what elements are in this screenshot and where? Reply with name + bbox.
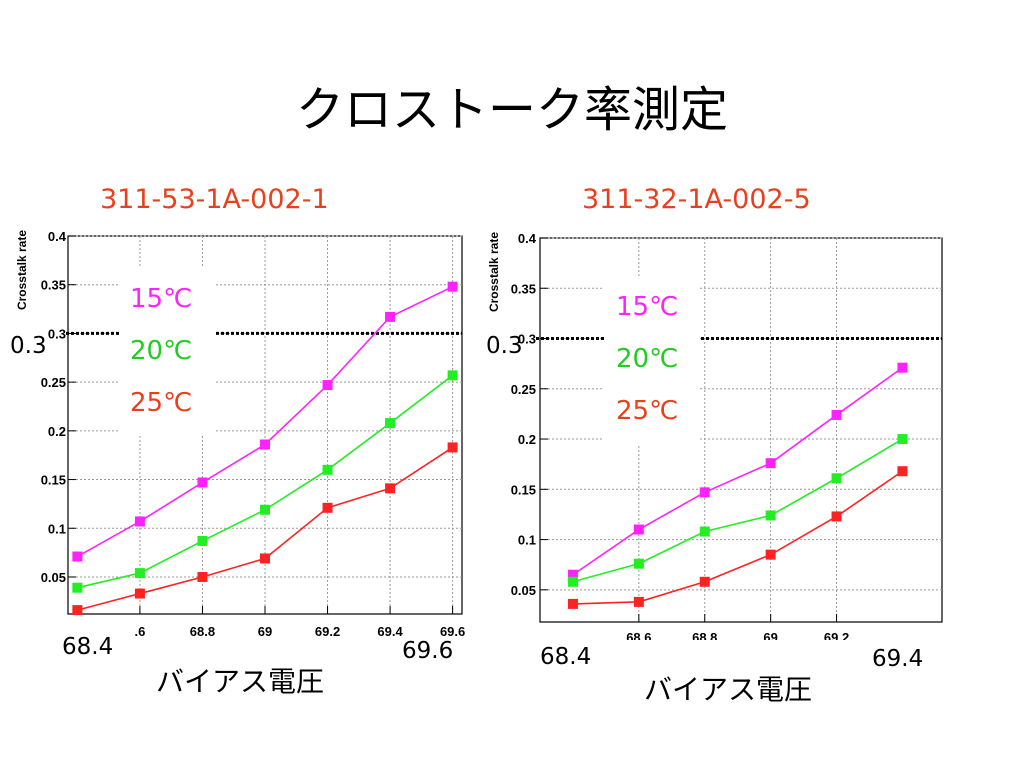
chart-2-x-tick-label: 68.8 (692, 630, 717, 640)
chart-1-x-tick-label: 69.2 (315, 624, 340, 639)
chart-2-series-3-point (699, 576, 710, 587)
chart-2-title: 311-32-1A-002-5 (582, 184, 811, 215)
chart-1-y-tick-label: 0.2 (48, 424, 66, 439)
chart-2-legend-15c: 15℃ (616, 292, 679, 322)
chart-2-y-tick-label: 0.2 (518, 432, 536, 447)
chart-1-series-2-point (322, 464, 333, 475)
chart-1-series-2-point (385, 418, 396, 429)
chart-2-series-2-point (765, 510, 776, 521)
chart-2-legend-25c: 25℃ (616, 396, 679, 426)
chart-1-legend-15c: 15℃ (130, 284, 193, 314)
chart-2-x-end-label: 69.4 (872, 646, 924, 672)
chart-2-series-3-point (765, 549, 776, 560)
chart-2-x-tick-label: 69 (763, 630, 777, 640)
chart-1-legend-25c: 25℃ (130, 388, 193, 418)
chart-2-series-2-point (897, 434, 908, 445)
chart-2-y-axis-title: Crosstalk rate (487, 232, 501, 312)
chart-2-threshold-label: 0.3 (486, 333, 523, 359)
chart-2-series-2-point (831, 473, 842, 484)
chart-1-series-2-point (197, 535, 208, 546)
chart-1-series-3-point (260, 553, 270, 564)
chart-2: 0.05 0.1 0.15 0.2 0.25 0.3 0.35 0.4 68.6 68.8 69 69… (487, 231, 943, 640)
chart-1-series-1-point (447, 281, 458, 292)
chart-1-series-1-point (197, 477, 208, 488)
chart-1-x-end-label: 69.6 (402, 638, 454, 664)
chart-1-series-3-point (447, 442, 458, 453)
chart-1-series-2-point (447, 370, 458, 381)
chart-2-legend-box (604, 276, 700, 444)
chart-2-series-3-point (831, 511, 842, 522)
chart-2-y-tick-label: 0.25 (511, 382, 536, 397)
chart-1-x-tick-label: 69.6 (440, 624, 465, 639)
chart-1-series-1-point (322, 380, 333, 391)
chart-2-series-line-3 (572, 470, 903, 605)
chart-1-series-1-point (385, 311, 396, 322)
chart-2-series-1-point (633, 524, 644, 535)
chart-1-x-tick-label: 69 (258, 624, 272, 639)
chart-1-series-3-point (134, 588, 145, 599)
chart-1-y-tick-label: 0.4 (48, 229, 67, 244)
chart-2-series-1-point (765, 458, 776, 469)
chart-2-series-3-point (633, 596, 644, 607)
page-title: クロストーク率測定 (295, 82, 728, 138)
chart-2-y-tick-label: 0.35 (511, 281, 536, 296)
chart-2-series-1-point (831, 409, 842, 420)
chart-1-title: 311-53-1A-002-1 (100, 184, 329, 215)
chart-2-y-tick-label: 0.1 (518, 533, 536, 548)
chart-1-x-tick-label: 68.8 (190, 624, 215, 639)
chart-2-x-tick-label: 69.2 (824, 630, 849, 640)
chart-1-y-tick-label: 0.3 (48, 326, 66, 341)
chart-1-x-start-label: 68.4 (62, 634, 114, 660)
chart-2-y-tick-label: 0.4 (518, 231, 537, 246)
chart-2-series-2-point (633, 558, 644, 569)
chart-2-legend-20c: 20℃ (616, 344, 679, 374)
chart-2-x-start-label: 68.4 (540, 644, 592, 670)
chart-1-y-tick-label: 0.1 (48, 521, 66, 536)
chart-2-series-line-1 (572, 367, 903, 576)
chart-2-plot-frame (539, 237, 943, 623)
chart-2-series-2-point (699, 526, 710, 537)
chart-1-legend-box (120, 268, 216, 436)
chart-1-legend-20c: 20℃ (130, 336, 193, 366)
chart-1: 0.05 0.1 0.15 0.2 0.25 0.3 0.35 0.4 .6 68.8 69 69.2… (15, 229, 465, 639)
chart-1-series-3-point (385, 483, 396, 494)
chart-2-x-tick-label: 68.6 (626, 630, 651, 640)
chart-1-y-tick-label: 0.05 (41, 570, 66, 585)
chart-1-series-2-point (134, 568, 145, 579)
chart-1-x-axis-title: バイアス電圧 (156, 665, 325, 698)
chart-2-series-2-point (567, 576, 578, 587)
chart-2-series-3-point (897, 466, 908, 477)
chart-1-series-3-point (322, 502, 333, 513)
chart-1-series-1-point (260, 439, 270, 450)
chart-1-series-3-point (72, 605, 83, 616)
chart-1-threshold-label: 0.3 (10, 333, 47, 359)
chart-2-y-tick-label: 0.15 (511, 482, 536, 497)
chart-2-series-line-2 (572, 438, 903, 583)
chart-1-y-axis-title: Crosstalk rate (15, 230, 29, 310)
chart-2-series-1-point (897, 362, 908, 373)
chart-1-series-3-point (197, 571, 208, 582)
chart-1-x-tick-label: 69.4 (377, 624, 403, 639)
chart-1-series-1-point (72, 551, 83, 562)
chart-1-y-tick-label: 0.15 (41, 473, 66, 488)
chart-2-y-tick-label: 0.3 (518, 332, 536, 347)
chart-2-y-tick-label: 0.05 (511, 583, 536, 598)
chart-1-x-tick-label: .6 (134, 624, 145, 639)
chart-1-y-tick-label: 0.25 (41, 375, 66, 390)
chart-1-series-1-point (134, 516, 145, 527)
chart-2-series-1-point (699, 487, 710, 498)
chart-1-y-tick-label: 0.35 (41, 278, 66, 293)
chart-2-series-1-point (567, 569, 578, 580)
chart-2-x-axis-title: バイアス電圧 (644, 673, 813, 706)
chart-1-series-2-point (260, 504, 270, 515)
chart-2-series-3-point (567, 598, 578, 609)
chart-1-series-2-point (72, 582, 83, 593)
